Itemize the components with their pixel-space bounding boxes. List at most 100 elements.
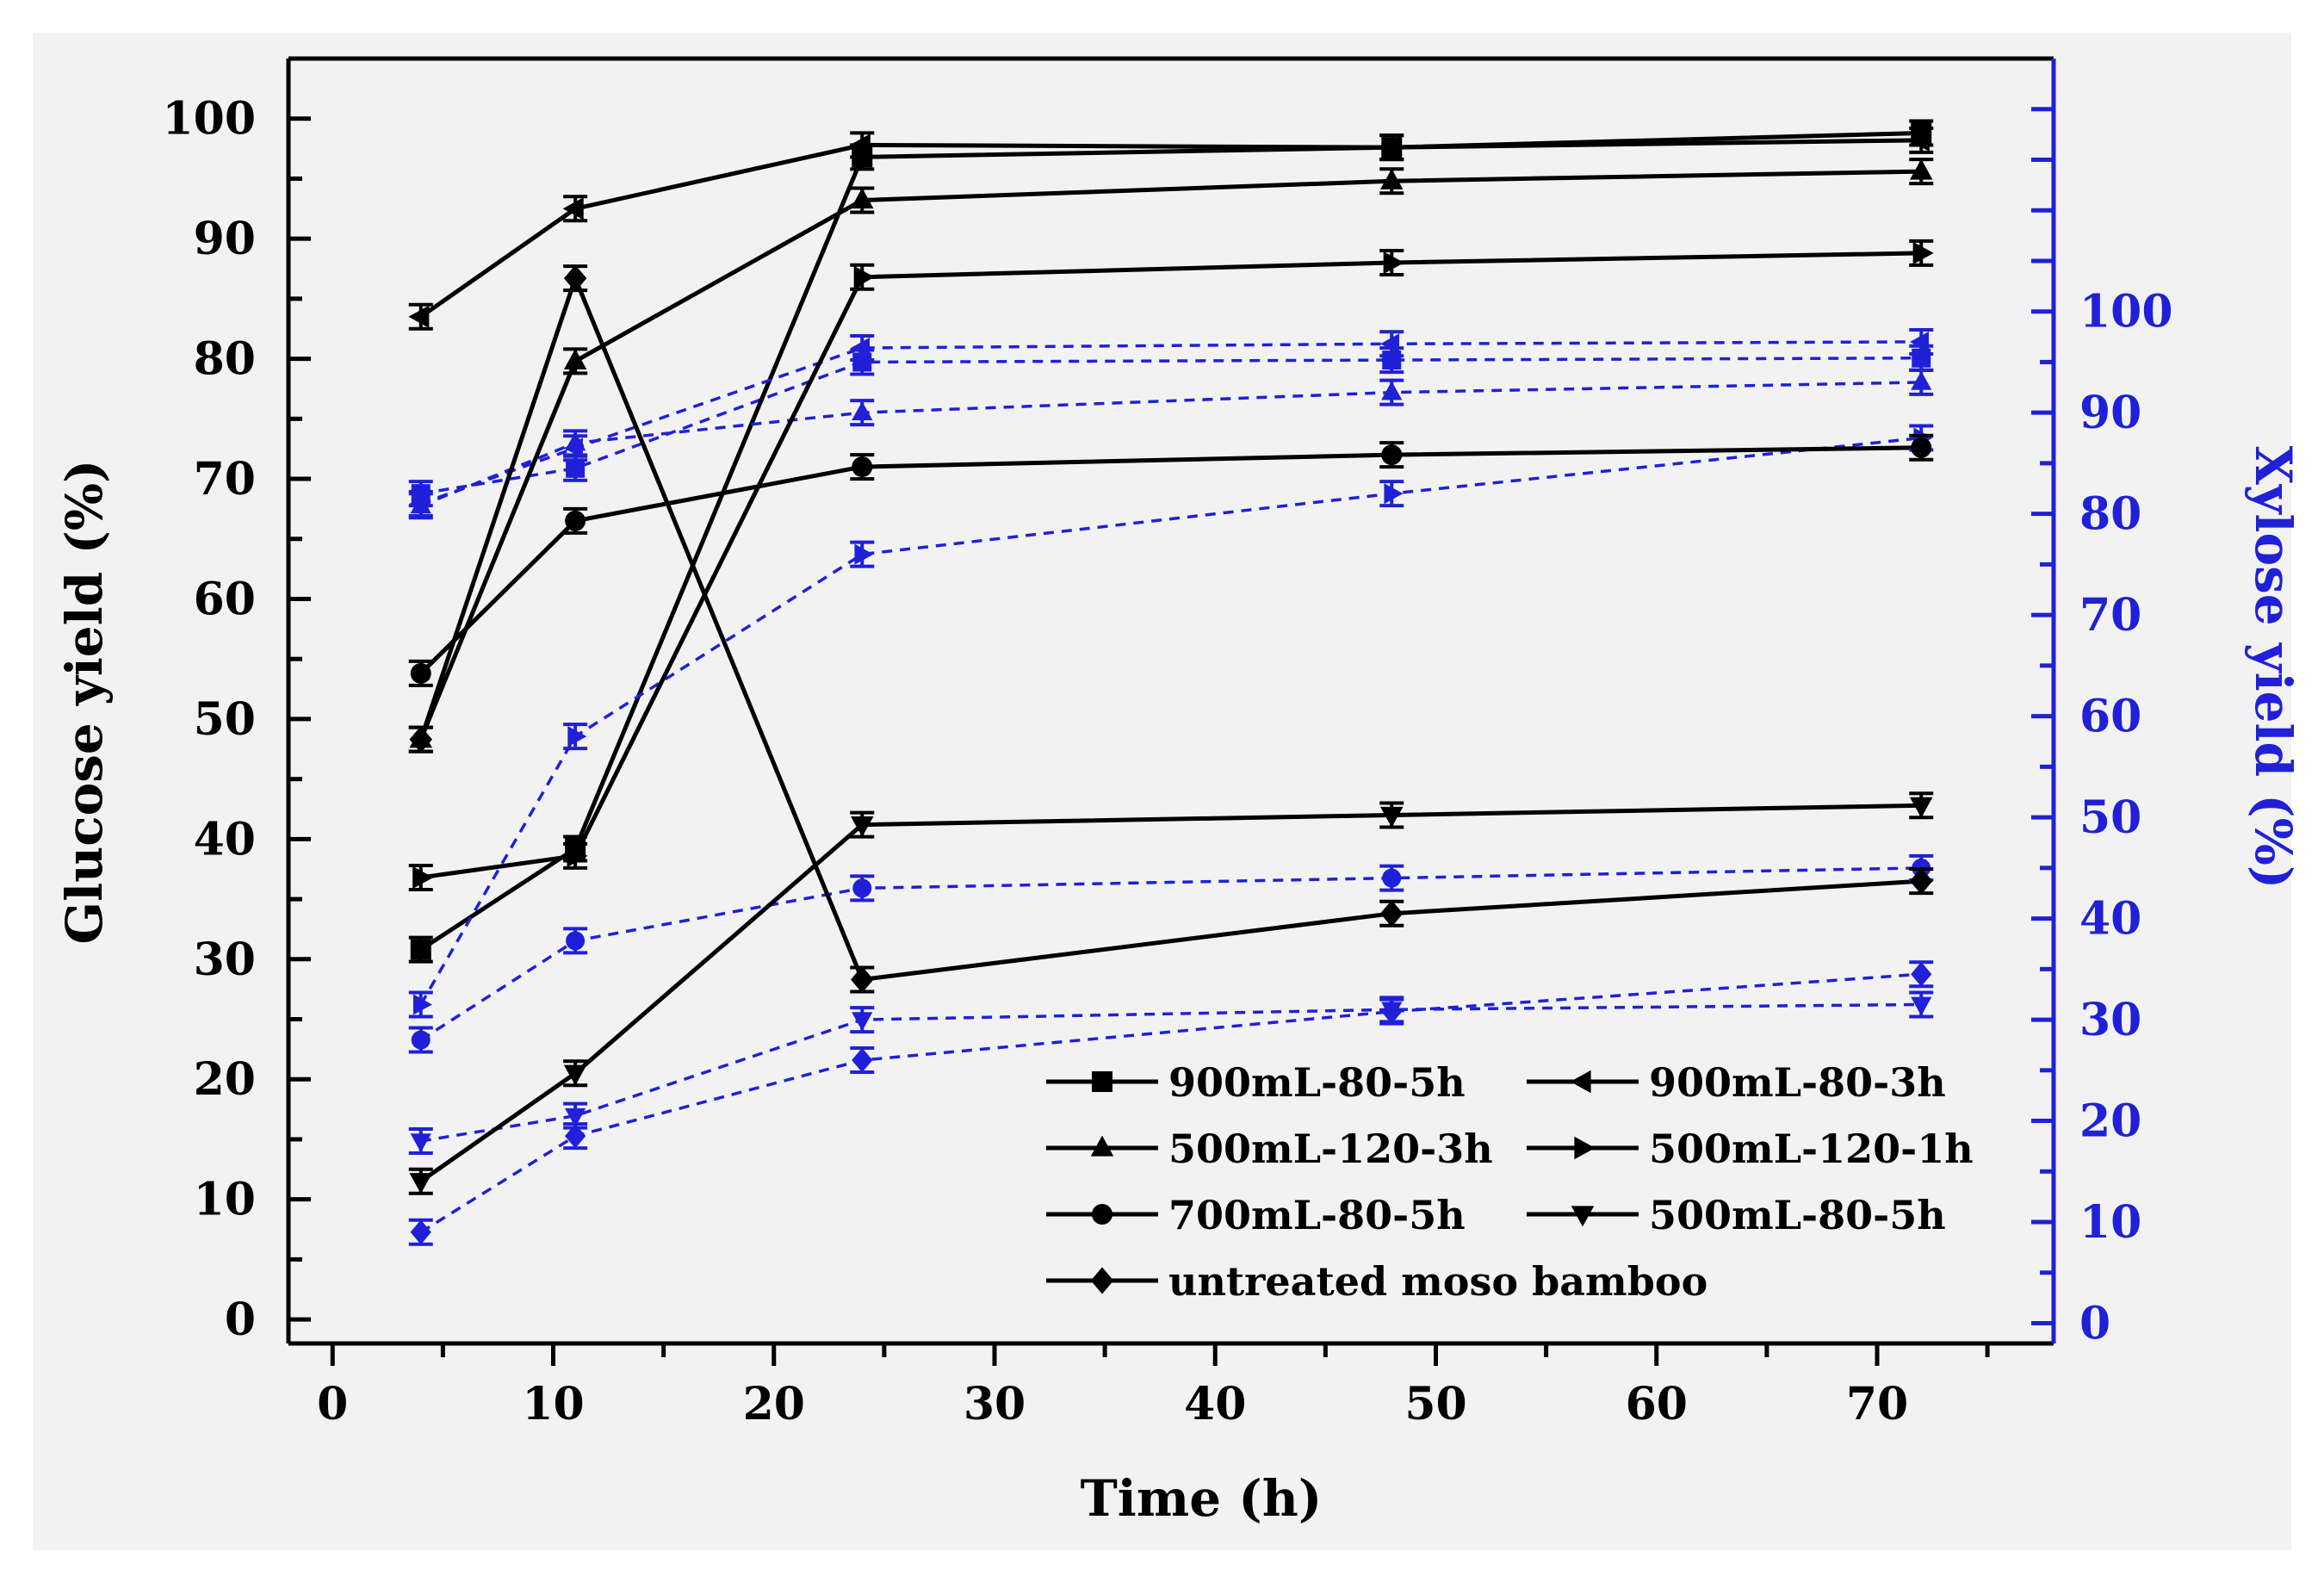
x-tick-label: 50: [1404, 1378, 1466, 1430]
glucose-point-500ml-120-1h: [567, 844, 588, 868]
legend-marker-500ml-120-1h: [1574, 1136, 1596, 1160]
x-tick-label: 30: [964, 1378, 1026, 1430]
y-right-tick-label: 100: [2079, 286, 2173, 338]
x-tick-label: 40: [1184, 1378, 1246, 1430]
xylose-point-900ml-80-3h: [1910, 331, 1930, 353]
x-tick-label: 70: [1846, 1378, 1908, 1430]
glucose-point-500ml-120-3h: [1380, 168, 1404, 189]
glucose-point-900ml-80-3h: [1908, 128, 1930, 152]
xylose-point-500ml-120-1h: [1384, 483, 1404, 505]
glucose-point-untreated-moso-bamboo: [1380, 900, 1404, 927]
xylose-point-500ml-120-1h: [567, 726, 587, 748]
xylose-point-700ml-80-5h: [852, 878, 872, 898]
glucose-point-500ml-80-5h: [409, 1173, 432, 1194]
y-right-tick-label: 20: [2079, 1095, 2141, 1148]
x-tick-label: 10: [522, 1378, 584, 1430]
xylose-point-700ml-80-5h: [411, 1030, 431, 1050]
xylose-point-700ml-80-5h: [566, 931, 586, 951]
xylose-point-untreated-moso-bamboo: [565, 1123, 586, 1149]
glucose-point-untreated-moso-bamboo: [563, 264, 587, 292]
legend-marker-700ml-80-5h: [1092, 1204, 1112, 1225]
xylose-line-900ml-80-5h: [420, 356, 1922, 495]
xylose-point-untreated-moso-bamboo: [852, 1047, 873, 1073]
xylose-point-500ml-80-5h: [852, 1012, 873, 1032]
glucose-point-untreated-moso-bamboo: [851, 965, 874, 994]
legend-label-untreated-moso-bamboo: untreated moso bamboo: [1168, 1258, 1707, 1305]
glucose-point-900ml-80-5h: [410, 939, 431, 960]
legend-label-900ml-80-5h: 900mL-80-5h: [1168, 1059, 1466, 1106]
glucose-point-500ml-80-5h: [1910, 797, 1933, 818]
legend-label-500ml-80-5h: 500mL-80-5h: [1649, 1192, 1946, 1238]
y-right-tick-label: 70: [2079, 589, 2141, 642]
xylose-point-700ml-80-5h: [1382, 868, 1402, 888]
glucose-point-500ml-120-1h: [412, 865, 434, 890]
y-left-tick-label: 50: [194, 693, 256, 746]
glucose-point-500ml-80-5h: [563, 1064, 587, 1086]
glucose-point-500ml-120-1h: [853, 265, 875, 288]
legend-label-900ml-80-3h: 900mL-80-3h: [1649, 1059, 1946, 1106]
xylose-point-500ml-120-3h: [565, 431, 586, 451]
y-left-tick-label: 90: [194, 213, 256, 265]
xylose-point-500ml-120-3h: [1911, 370, 1932, 390]
glucose-point-500ml-80-5h: [851, 816, 874, 838]
y-right-tick-label: 60: [2079, 691, 2141, 743]
legend-marker-900ml-80-5h: [1092, 1071, 1112, 1092]
xylose-point-900ml-80-3h: [851, 337, 871, 359]
xylose-point-900ml-80-5h: [852, 352, 872, 372]
xylose-line-900ml-80-3h: [420, 340, 1922, 506]
y-axis-right-title: Xylose yield (%): [2244, 446, 2302, 890]
y-left-tick-label: 20: [194, 1053, 256, 1106]
xylose-point-500ml-80-5h: [410, 1133, 431, 1153]
xylose-point-500ml-120-1h: [854, 543, 874, 565]
xylose-point-500ml-80-5h: [565, 1107, 586, 1127]
glucose-point-900ml-80-3h: [562, 197, 584, 220]
xylose-point-900ml-80-5h: [566, 458, 586, 478]
y-left-tick-label: 0: [225, 1294, 256, 1346]
y-left-tick-label: 100: [162, 93, 256, 146]
y-right-tick-label: 90: [2079, 387, 2141, 439]
xylose-point-untreated-moso-bamboo: [1381, 999, 1403, 1024]
y-axis-left-title: Glucose yield (%): [55, 460, 114, 945]
y-right-tick-label: 10: [2079, 1196, 2141, 1249]
xylose-point-500ml-80-5h: [1911, 996, 1932, 1016]
glucose-point-900ml-80-3h: [1379, 135, 1400, 159]
xylose-point-900ml-80-3h: [1380, 333, 1400, 355]
x-axis-title: Time (h): [1081, 1469, 1323, 1528]
xylose-point-untreated-moso-bamboo: [410, 1219, 431, 1245]
legend: 900mL-80-5h 900mL-80-3h 500mL-120-3h 500mL-…: [1046, 1059, 1974, 1305]
glucose-point-500ml-120-3h: [1910, 158, 1933, 180]
glucose-line-untreated-moso-bamboo: [418, 272, 1922, 983]
xylose-point-untreated-moso-bamboo: [1911, 961, 1932, 987]
glucose-point-500ml-80-5h: [1380, 806, 1404, 828]
glucose-point-500ml-120-3h: [563, 348, 587, 369]
legend-marker-500ml-80-5h: [1571, 1206, 1595, 1227]
x-tick-label: 0: [317, 1378, 348, 1430]
y-right-tick-label: 50: [2079, 791, 2141, 844]
glucose-line-700ml-80-5h: [418, 445, 1922, 675]
xylose-point-500ml-120-3h: [1381, 381, 1403, 400]
legend-marker-untreated-moso-bamboo: [1090, 1267, 1114, 1294]
glucose-line-500ml-120-1h: [420, 251, 1922, 880]
glucose-point-500ml-120-3h: [851, 188, 874, 209]
xylose-line-500ml-120-1h: [419, 436, 1922, 1006]
glucose-point-500ml-120-1h: [1383, 251, 1404, 275]
y-left-tick-label: 60: [194, 573, 256, 625]
y-right-tick-label: 80: [2079, 488, 2141, 541]
x-tick-label: 60: [1626, 1378, 1688, 1430]
y-left-tick-label: 70: [194, 453, 256, 506]
y-left-tick-label: 80: [194, 333, 256, 386]
legend-marker-500ml-120-3h: [1090, 1135, 1114, 1157]
glucose-point-700ml-80-5h: [852, 456, 873, 478]
glucose-point-700ml-80-5h: [565, 510, 586, 531]
x-tick-label: 20: [743, 1378, 805, 1430]
y-right-tick-label: 0: [2079, 1298, 2110, 1350]
glucose-point-900ml-80-3h: [408, 305, 430, 328]
legend-label-500ml-120-3h: 500mL-120-3h: [1168, 1126, 1493, 1172]
legend-label-700ml-80-5h: 700mL-80-5h: [1168, 1192, 1466, 1238]
y-right-tick-label: 40: [2079, 893, 2141, 946]
glucose-point-700ml-80-5h: [1911, 437, 1932, 458]
xylose-point-500ml-120-3h: [852, 400, 873, 420]
glucose-point-untreated-moso-bamboo: [1910, 867, 1933, 895]
glucose-point-900ml-80-3h: [849, 133, 871, 157]
